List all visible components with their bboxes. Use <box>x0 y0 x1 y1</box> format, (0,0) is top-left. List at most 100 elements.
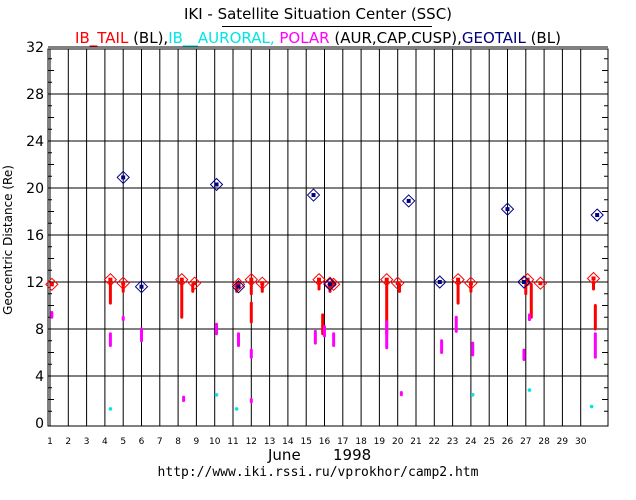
x-tick-label: 4 <box>102 437 108 447</box>
geotail-bl-marker <box>306 188 321 202</box>
ib-auroral-point <box>234 407 239 411</box>
ib-auroral-point <box>527 388 532 392</box>
grid <box>48 46 608 426</box>
x-tick-label: 28 <box>538 437 550 447</box>
legend-polar: POLAR <box>274 29 330 47</box>
geotail-bl-marker-center <box>214 182 219 187</box>
x-tick-label: 24 <box>465 437 477 447</box>
y-tick-label: 24 <box>26 134 44 150</box>
geotail-bl-marker-center <box>139 284 144 289</box>
geotail-bl-marker <box>231 279 246 294</box>
x-tick-label: 15 <box>300 437 311 447</box>
x-tick-label: 26 <box>502 437 514 447</box>
x-tick-label: 25 <box>483 437 494 447</box>
ib-tail-bl-boundary-markers-marker-center <box>249 277 254 282</box>
x-tick-label: 1 <box>47 437 53 447</box>
legend-ib-auroral: IB__AURORAL, <box>168 29 275 47</box>
geotail-bl-marker <box>517 275 531 289</box>
y-tick-label: 32 <box>26 40 44 56</box>
x-tick-label: 19 <box>374 437 386 447</box>
y-axis-label: Geocentric Distance (Re) <box>1 165 15 315</box>
y-tick-label: 4 <box>35 369 44 385</box>
geotail-bl-marker <box>590 208 604 222</box>
x-tick-label: 9 <box>194 437 200 447</box>
geotail-bl-marker-center <box>327 282 332 287</box>
x-tick-label: 17 <box>337 437 348 447</box>
axis-labels: 1 2 3 4 5 6 7 8 9 10 11 12 13 14 15 16 17 18 19 20 21 22 23 24 2… <box>26 40 587 447</box>
ib-auroral-point <box>214 393 219 397</box>
ib-tail-bl-boundary-markers-marker-center <box>395 281 400 286</box>
geotail-bl-marker-center <box>121 175 126 180</box>
marks <box>45 170 604 411</box>
ib-tail-bl-boundary-markers-marker-center <box>192 281 197 286</box>
y-tick-label: 8 <box>35 322 44 338</box>
x-tick-label: 23 <box>447 437 458 447</box>
x-tick-label: 7 <box>157 437 163 447</box>
ib-tail-bl-boundary-markers-marker-center <box>591 276 596 281</box>
geotail-bl-marker <box>401 194 416 208</box>
ib-tail-bl-boundary-markers-marker-center <box>317 277 322 282</box>
plot-frame <box>47 48 609 427</box>
ib-tail-bl-boundary-markers-marker <box>390 276 405 290</box>
x-tick-label: 11 <box>227 437 238 447</box>
x-tick-label: 27 <box>520 437 531 447</box>
geotail-bl-marker-center <box>236 284 241 289</box>
legend-geotail-suffix: (BL) <box>525 29 561 47</box>
x-tick-label: 21 <box>410 437 421 447</box>
ib-tail-bl-boundary-markers-marker <box>187 276 202 290</box>
y-tick-label: 16 <box>26 228 44 244</box>
legend-ib-tail: IB_TAIL <box>75 29 129 47</box>
x-tick-label: 16 <box>319 437 331 447</box>
legend-polar-suffix: (AUR,CAP,CUSP), <box>329 29 462 47</box>
x-tick-label: 18 <box>355 437 367 447</box>
x-tick-label: 6 <box>139 437 145 447</box>
x-tick-label: 8 <box>175 437 181 447</box>
ib-tail-bl-boundary-markers-marker <box>45 277 59 292</box>
geotail-bl-marker-center <box>521 280 526 284</box>
geotail-bl-marker <box>433 275 447 289</box>
x-tick-label: 20 <box>392 437 404 447</box>
x-tick-label: 14 <box>282 437 294 447</box>
y-tick-label: 0 <box>35 416 44 432</box>
geotail-bl-marker <box>116 170 130 185</box>
ib-auroral-point <box>589 404 594 409</box>
x-tick-label: 29 <box>557 437 569 447</box>
ib-tail-bl-boundary-markers-marker-center <box>236 282 241 287</box>
geotail-bl-marker <box>500 202 515 216</box>
y-tick-label: 12 <box>26 275 44 291</box>
ib-tail-bl-boundary-markers-marker-center <box>108 277 113 282</box>
x-tick-label: 13 <box>264 437 275 447</box>
y-tick-label: 20 <box>26 181 44 197</box>
geotail-bl-marker-center <box>505 207 510 212</box>
ib-tail-bl-boundary-markers-marker-center <box>384 277 389 282</box>
ib-tail-bl-boundary-markers-marker <box>520 272 535 287</box>
x-tick-label: 2 <box>65 437 71 447</box>
ib-tail-bl-boundary-markers-marker-center <box>179 277 184 282</box>
y-tick-label: 28 <box>26 87 44 103</box>
ib-tail-bl-boundary-markers-marker <box>533 276 548 290</box>
x-tick-label: 22 <box>429 437 440 447</box>
geotail-bl-marker-center <box>437 280 442 284</box>
geotail-bl-marker <box>134 279 149 294</box>
ib-tail-bl-boundary-markers-marker-center <box>538 281 543 286</box>
x-axis-month: June <box>268 446 301 464</box>
geotail-bl-marker-center <box>595 213 600 218</box>
geotail-bl-marker-center <box>311 193 316 198</box>
geotail-bl-marker <box>323 277 337 292</box>
legend: IB_TAIL (BL),IB__AURORAL, POLAR (AUR,CAP… <box>0 29 636 47</box>
legend-geotail: GEOTAIL <box>461 29 526 47</box>
ib-auroral-point <box>108 407 113 411</box>
ib-tail-bl-boundary-markers-marker-center <box>331 282 336 287</box>
x-tick-label: 10 <box>209 437 221 447</box>
ib-auroral-point <box>470 393 475 397</box>
x-tick-label: 3 <box>84 437 90 447</box>
chart-title: IKI - Satellite Situation Center (SSC) <box>183 5 453 23</box>
ib-tail-bl-boundary-markers-marker <box>231 277 246 292</box>
x-tick-label: 5 <box>120 437 126 447</box>
x-tick-label: 30 <box>575 437 587 447</box>
title-underline <box>222 26 432 27</box>
ib-tail-bl-boundary-markers-marker-center <box>49 282 54 287</box>
x-tick-label: 12 <box>246 437 257 447</box>
geotail-bl-marker-center <box>406 198 411 203</box>
